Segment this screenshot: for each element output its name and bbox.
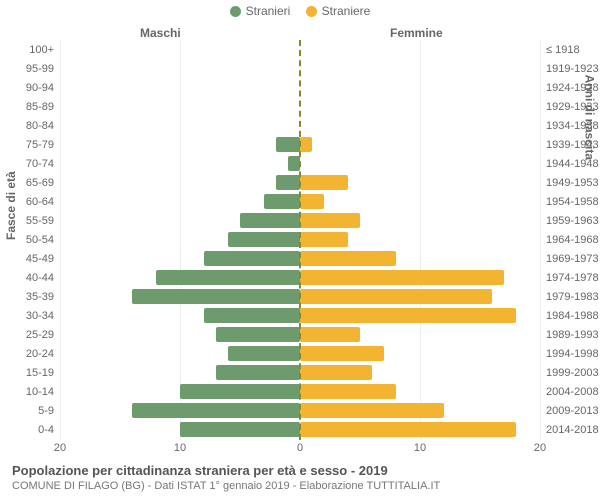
plot-area: 100+≤ 191895-991919-192390-941924-192885… <box>60 40 540 440</box>
age-label: 55-59 <box>26 215 60 227</box>
bar-female <box>300 327 360 342</box>
bar-female <box>300 194 324 209</box>
bar-male <box>132 403 300 418</box>
age-label: 75-79 <box>26 139 60 151</box>
age-label: 45-49 <box>26 253 60 265</box>
bar-male <box>240 213 300 228</box>
birth-label: 1919-1923 <box>540 63 599 75</box>
header-male: Maschi <box>140 26 181 40</box>
age-label: 60-64 <box>26 196 60 208</box>
legend-label-female: Straniere <box>322 4 371 18</box>
birth-label: 1929-1933 <box>540 101 599 113</box>
birth-label: 1989-1993 <box>540 329 599 341</box>
birth-label: 1944-1948 <box>540 158 599 170</box>
bar-male <box>204 251 300 266</box>
birth-label: 1954-1958 <box>540 196 599 208</box>
age-label: 35-39 <box>26 291 60 303</box>
footer: Popolazione per cittadinanza straniera p… <box>12 463 588 492</box>
birth-label: 1924-1928 <box>540 82 599 94</box>
age-label: 50-54 <box>26 234 60 246</box>
birth-label: 1994-1998 <box>540 348 599 360</box>
x-tick-label: 20 <box>534 442 546 454</box>
legend: Stranieri Straniere <box>0 4 600 20</box>
birth-label: 1974-1978 <box>540 272 599 284</box>
birth-label: 1979-1983 <box>540 291 599 303</box>
bar-female <box>300 232 348 247</box>
bar-female <box>300 365 372 380</box>
bar-female <box>300 308 516 323</box>
legend-dot-female <box>306 6 317 17</box>
bar-female <box>300 251 396 266</box>
header-female: Femmine <box>390 26 443 40</box>
bar-female <box>300 346 384 361</box>
birth-label: 1934-1938 <box>540 120 599 132</box>
bar-male <box>228 232 300 247</box>
bar-female <box>300 137 312 152</box>
age-label: 25-29 <box>26 329 60 341</box>
age-label: 70-74 <box>26 158 60 170</box>
age-label: 40-44 <box>26 272 60 284</box>
bar-male <box>180 422 300 437</box>
bar-female <box>300 422 516 437</box>
birth-label: 2009-2013 <box>540 405 599 417</box>
age-label: 0-4 <box>38 424 60 436</box>
age-label: 65-69 <box>26 177 60 189</box>
bar-male <box>156 270 300 285</box>
age-label: 15-19 <box>26 367 60 379</box>
bar-female <box>300 270 504 285</box>
footer-subtitle: COMUNE DI FILAGO (BG) - Dati ISTAT 1° ge… <box>12 480 588 492</box>
bar-female <box>300 384 396 399</box>
pyramid-chart: Stranieri Straniere Maschi Femmine Fasce… <box>0 0 600 500</box>
age-label: 85-89 <box>26 101 60 113</box>
bar-male <box>216 327 300 342</box>
age-label: 95-99 <box>26 63 60 75</box>
birth-label: 2004-2008 <box>540 386 599 398</box>
birth-label: 1939-1943 <box>540 139 599 151</box>
age-label: 10-14 <box>26 386 60 398</box>
legend-item-male: Stranieri <box>230 4 291 18</box>
bar-male <box>132 289 300 304</box>
bar-female <box>300 289 492 304</box>
bar-male <box>180 384 300 399</box>
age-label: 90-94 <box>26 82 60 94</box>
bar-male <box>276 137 300 152</box>
birth-label: 1949-1953 <box>540 177 599 189</box>
birth-label: 1969-1973 <box>540 253 599 265</box>
x-tick-label: 10 <box>414 442 426 454</box>
bar-male <box>216 365 300 380</box>
legend-label-male: Stranieri <box>246 4 291 18</box>
birth-label: 1964-1968 <box>540 234 599 246</box>
center-line <box>299 40 301 440</box>
birth-label: 2014-2018 <box>540 424 599 436</box>
birth-label: 1984-1988 <box>540 310 599 322</box>
birth-label: 1959-1963 <box>540 215 599 227</box>
age-label: 100+ <box>29 44 60 56</box>
footer-title: Popolazione per cittadinanza straniera p… <box>12 463 588 478</box>
age-label: 30-34 <box>26 310 60 322</box>
y-axis-title-left: Fasce di età <box>4 171 18 240</box>
bar-male <box>204 308 300 323</box>
legend-item-female: Straniere <box>306 4 371 18</box>
age-label: 5-9 <box>38 405 60 417</box>
x-tick-label: 10 <box>174 442 186 454</box>
legend-dot-male <box>230 6 241 17</box>
birth-label: 1999-2003 <box>540 367 599 379</box>
age-label: 20-24 <box>26 348 60 360</box>
birth-label: ≤ 1918 <box>540 44 580 56</box>
x-tick-label: 0 <box>297 442 303 454</box>
bar-female <box>300 175 348 190</box>
bar-male <box>276 175 300 190</box>
bar-male <box>228 346 300 361</box>
bar-male <box>264 194 300 209</box>
bar-female <box>300 403 444 418</box>
age-label: 80-84 <box>26 120 60 132</box>
bar-female <box>300 213 360 228</box>
x-tick-label: 20 <box>54 442 66 454</box>
